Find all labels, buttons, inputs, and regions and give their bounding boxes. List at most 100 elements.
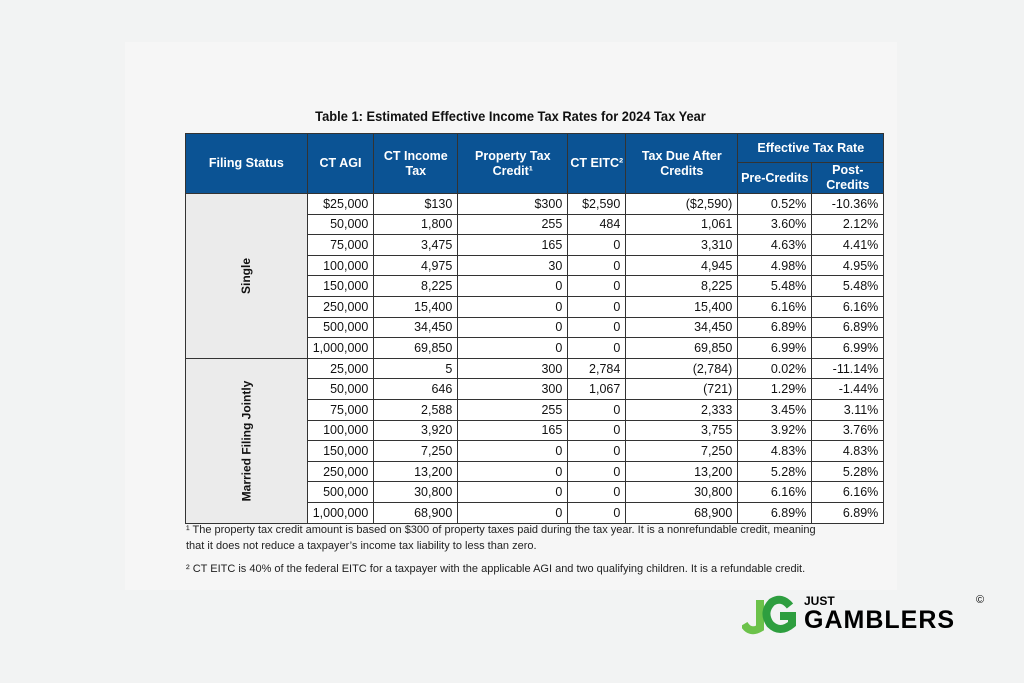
- post-credit-rate-cell: 4.83%: [811, 440, 885, 462]
- pre-credit-rate-cell: 6.16%: [737, 295, 813, 318]
- post-credit-rate-cell: 6.16%: [811, 481, 885, 503]
- pre-credit-rate-cell: 6.89%: [737, 316, 813, 339]
- ct-eitc-cell: 0: [567, 398, 627, 421]
- table-row: 50,000 646 300 1,067 (721) 1.29% -1.44%: [186, 378, 885, 400]
- tax-due-cell: 8,225: [625, 275, 739, 297]
- pre-credit-rate-cell: 0.52%: [737, 193, 813, 215]
- pre-credit-rate-cell: 4.98%: [737, 254, 813, 277]
- ct-agi-cell: 150,000: [306, 440, 375, 462]
- ct-agi-cell: 500,000: [306, 316, 375, 339]
- ct-eitc-cell: $2,590: [567, 193, 627, 215]
- logo-gamblers: GAMBLERS: [804, 606, 956, 634]
- tax-due-cell: 15,400: [625, 295, 739, 318]
- ct-agi-cell: 50,000: [306, 213, 375, 236]
- pre-credit-rate-cell: 1.29%: [737, 378, 813, 400]
- property-tax-credit-cell: 0: [457, 481, 569, 503]
- header-ct-agi: CT AGI: [306, 133, 375, 194]
- table-row: 75,000 3,475 165 0 3,310 4.63% 4.41%: [186, 234, 885, 256]
- property-tax-credit-cell: 0: [457, 337, 569, 359]
- header-filing-status: Filing Status: [185, 133, 308, 194]
- ct-agi-cell: 150,000: [306, 275, 375, 297]
- post-credit-rate-cell: 6.16%: [811, 295, 885, 318]
- table-row: 50,000 1,800 255 484 1,061 3.60% 2.12%: [186, 213, 885, 236]
- pre-credit-rate-cell: 4.83%: [737, 440, 813, 462]
- property-tax-credit-cell: 165: [457, 234, 569, 256]
- header-pre-credits: Pre-Credits: [737, 162, 813, 194]
- ct-agi-cell: 1,000,000: [306, 337, 375, 359]
- tax-due-cell: 4,945: [625, 254, 739, 277]
- header-ct-eitc: CT EITC²: [567, 133, 627, 194]
- ct-eitc-cell: 2,784: [567, 357, 627, 380]
- table-row: 250,000 13,200 0 0 13,200 5.28% 5.28%: [186, 460, 885, 483]
- post-credit-rate-cell: 5.48%: [811, 275, 885, 297]
- tax-due-cell: 2,333: [625, 398, 739, 421]
- tax-due-cell: 13,200: [625, 460, 739, 483]
- post-credit-rate-cell: 6.99%: [811, 337, 885, 359]
- filing-status-cell: Single: [185, 193, 308, 359]
- post-credit-rate-cell: -1.44%: [811, 378, 885, 400]
- table-row: 1,000,000 68,900 0 0 68,900 6.89% 6.89%: [186, 501, 885, 524]
- tax-due-cell: 30,800: [625, 481, 739, 503]
- footnote-2: ² CT EITC is 40% of the federal EITC for…: [186, 563, 806, 575]
- tax-due-cell: 69,850: [625, 337, 739, 359]
- post-credit-rate-cell: 3.11%: [811, 398, 885, 421]
- post-credit-rate-cell: -11.14%: [811, 357, 885, 380]
- ct-income-tax-cell: 3,475: [373, 234, 459, 256]
- header-tax-due: Tax Due After Credits: [625, 133, 739, 194]
- pre-credit-rate-cell: 3.45%: [737, 398, 813, 421]
- ct-eitc-cell: 0: [567, 316, 627, 339]
- tax-due-cell: 1,061: [625, 213, 739, 236]
- ct-agi-cell: 250,000: [306, 295, 375, 318]
- tax-due-cell: (721): [625, 378, 739, 400]
- ct-agi-cell: 100,000: [306, 254, 375, 277]
- pre-credit-rate-cell: 3.60%: [737, 213, 813, 236]
- tax-due-cell: 3,755: [625, 419, 739, 442]
- property-tax-credit-cell: 0: [457, 501, 569, 524]
- ct-eitc-cell: 0: [567, 275, 627, 297]
- ct-agi-cell: 100,000: [306, 419, 375, 442]
- ct-income-tax-cell: 646: [373, 378, 459, 400]
- ct-agi-cell: 75,000: [306, 398, 375, 421]
- post-credit-rate-cell: 6.89%: [811, 501, 885, 524]
- table-row: 75,000 2,588 255 0 2,333 3.45% 3.11%: [186, 398, 885, 421]
- ct-income-tax-cell: 13,200: [373, 460, 459, 483]
- property-tax-credit-cell: 300: [457, 357, 569, 380]
- pre-credit-rate-cell: 0.02%: [737, 357, 813, 380]
- post-credit-rate-cell: 3.76%: [811, 419, 885, 442]
- post-credit-rate-cell: 4.95%: [811, 254, 885, 277]
- tax-due-cell: ($2,590): [625, 193, 739, 215]
- pre-credit-rate-cell: 6.89%: [737, 501, 813, 524]
- ct-income-tax-cell: 34,450: [373, 316, 459, 339]
- property-tax-credit-cell: $300: [457, 193, 569, 215]
- property-tax-credit-cell: 0: [457, 460, 569, 483]
- pre-credit-rate-cell: 3.92%: [737, 419, 813, 442]
- post-credit-rate-cell: 2.12%: [811, 213, 885, 236]
- ct-eitc-cell: 0: [567, 460, 627, 483]
- ct-agi-cell: 500,000: [306, 481, 375, 503]
- logo-copyright: ©: [976, 594, 985, 606]
- jg-logo-mark-icon: [740, 595, 796, 635]
- ct-income-tax-cell: 15,400: [373, 295, 459, 318]
- tax-due-cell: 68,900: [625, 501, 739, 524]
- ct-income-tax-cell: 69,850: [373, 337, 459, 359]
- footnote-1: ¹ The property tax credit amount is base…: [186, 524, 816, 552]
- table-title: Table 1: Estimated Effective Income Tax …: [315, 108, 706, 124]
- tax-due-cell: 7,250: [625, 440, 739, 462]
- property-tax-credit-cell: 255: [457, 213, 569, 236]
- property-tax-credit-cell: 30: [457, 254, 569, 277]
- table-row: 100,000 4,975 30 0 4,945 4.98% 4.95%: [186, 254, 885, 277]
- property-tax-credit-cell: 165: [457, 419, 569, 442]
- table-row: Married Filing Jointly 25,000 5 300 2,784 (2,…: [185, 357, 885, 524]
- filing-status-cell: Married Filing Jointly: [185, 357, 308, 524]
- ct-agi-cell: 250,000: [306, 460, 375, 483]
- ct-eitc-cell: 0: [567, 440, 627, 462]
- ct-agi-cell: $25,000: [306, 193, 375, 215]
- pre-credit-rate-cell: 5.48%: [737, 275, 813, 297]
- pre-credit-rate-cell: 6.99%: [737, 337, 813, 359]
- tax-due-cell: 34,450: [625, 316, 739, 339]
- ct-eitc-cell: 484: [567, 213, 627, 236]
- property-tax-credit-cell: 0: [457, 295, 569, 318]
- ct-eitc-cell: 1,067: [567, 378, 627, 400]
- ct-eitc-cell: 0: [567, 234, 627, 256]
- header-effective-tax-rate: Effective Tax Rate: [737, 133, 885, 163]
